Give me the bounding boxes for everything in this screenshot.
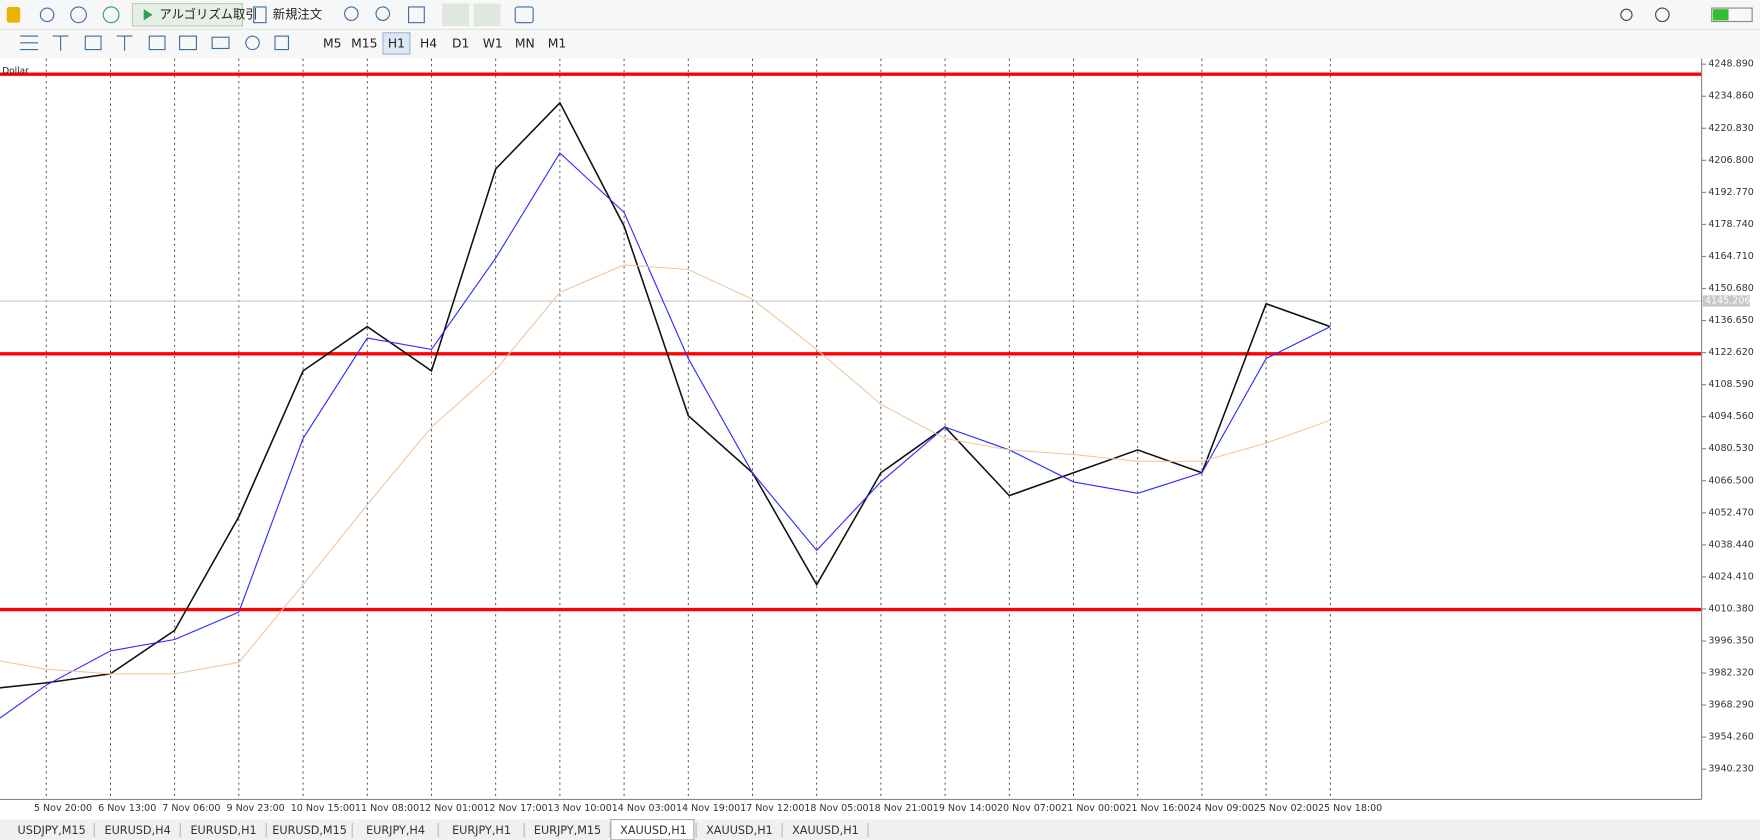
timeframe[interactable]: W1 [483,36,503,50]
zoom-in[interactable] [344,6,359,21]
tab[interactable]: EURUSD,H1 [190,824,256,837]
y-tick-label: 4024.410 [1708,571,1753,582]
icon[interactable] [70,6,87,24]
tab[interactable]: EURJPY,M15 [534,824,601,837]
x-tick-label: 18 Nov 05:00 [804,803,868,814]
y-tick-label: 4122.620 [1708,347,1753,358]
y-tick-label: 4192.770 [1708,187,1753,198]
y-tick-label: 4108.590 [1708,379,1753,390]
y-tick-label: 4178.740 [1708,219,1753,230]
current-price-box [1702,295,1750,307]
drawing-tools [20,35,290,51]
y-tick-label: 4234.860 [1708,91,1753,102]
y-tick-label: 4220.830 [1708,123,1753,134]
x-tick-label: 17 Nov 12:00 [740,803,804,814]
grid-toggle[interactable] [408,6,425,24]
timeframe[interactable]: H4 [420,36,437,50]
price-line [0,152,1331,719]
shift-toggle[interactable] [473,3,501,27]
x-tick-label: 6 Nov 13:00 [98,803,156,814]
timeframe[interactable]: D1 [452,36,469,50]
x-tick-label: 9 Nov 23:00 [227,803,285,814]
y-tick-label: 3982.320 [1708,668,1753,679]
current-price: 4145.206 [1705,296,1750,307]
icon[interactable] [39,7,55,23]
tab[interactable]: XAUUSD,H1 [706,824,773,837]
tab[interactable]: EURJPY,H4 [366,824,425,837]
tab[interactable]: XAUUSD,H1 [792,824,859,837]
y-tick-label: 4010.380 [1708,603,1753,614]
timeframe[interactable]: H1 [388,36,405,50]
search[interactable] [1620,8,1633,21]
x-tick-label: 18 Nov 21:00 [869,803,933,814]
timeframe[interactable]: M1 [548,36,566,50]
y-tick-label: 4136.650 [1708,315,1753,326]
x-tick-label: 13 Nov 10:00 [548,803,612,814]
y-tick-label: 3968.290 [1708,700,1753,711]
timeframe[interactable]: M15 [351,36,377,50]
algo-button[interactable] [131,3,244,27]
y-tick-label: 3940.230 [1708,764,1753,775]
y-tick-label: 4080.530 [1708,443,1753,454]
signal-level [1712,9,1729,21]
x-tick-label: 10 Nov 15:00 [291,803,355,814]
y-tick-label: 4094.560 [1708,411,1753,422]
y-tick-label: 4206.800 [1708,155,1753,166]
timeframe[interactable]: M5 [323,36,341,50]
tab[interactable]: EURUSD,M15 [272,824,347,837]
x-tick-label: 5 Nov 20:00 [34,803,92,814]
y-tick-label: 4164.710 [1708,251,1753,262]
y-tick-label: 4052.470 [1708,507,1753,518]
y-tick-label: 3954.260 [1708,732,1753,743]
scroll-toggle[interactable] [442,3,470,27]
plot-area [0,58,1702,800]
icon[interactable] [6,6,21,23]
tab[interactable]: EURUSD,H4 [105,824,171,837]
x-tick-label: 12 Nov 01:00 [419,803,483,814]
x-tick-label: 14 Nov 03:00 [612,803,676,814]
algo-trading[interactable]: アルゴリズム取引 [159,6,257,21]
icon[interactable] [102,6,120,24]
x-tick-label: 7 Nov 06:00 [162,803,220,814]
signal [1711,7,1753,23]
price-line [0,264,1331,675]
timeframe-active [382,32,411,55]
x-tick-label: 19 Nov 14:00 [933,803,997,814]
x-tick-label: 24 Nov 09:00 [1190,803,1254,814]
y-tick-label: 3996.350 [1708,635,1753,646]
x-tick-label: 12 Nov 17:00 [483,803,547,814]
tab[interactable]: USDJPY,M15 [18,824,86,837]
y-tick-label: 4066.500 [1708,475,1753,486]
timeframe[interactable]: MN [515,36,535,50]
symbol-label: Dollar [2,66,29,76]
screenshot[interactable] [514,6,534,24]
x-tick-label: 25 Nov 02:00 [1254,803,1318,814]
y-tick-label: 4150.680 [1708,283,1753,294]
new-order[interactable]: 新規注文 [273,6,322,21]
tab[interactable]: EURJPY,H1 [452,824,511,837]
tab-bar [0,819,1760,840]
price-line [0,101,1331,689]
x-tick-label: 21 Nov 16:00 [1125,803,1189,814]
x-tick-label: 20 Nov 07:00 [997,803,1061,814]
y-tick-label: 4038.440 [1708,539,1753,550]
tab[interactable]: XAUUSD,H1 [620,824,687,837]
x-tick-label: 25 Nov 18:00 [1318,803,1382,814]
x-tick-label: 21 Nov 00:00 [1061,803,1125,814]
zoom-out[interactable] [375,6,391,21]
x-tick-label: 11 Nov 08:00 [355,803,419,814]
y-tick-label: 4248.890 [1708,59,1753,70]
icon [143,9,153,21]
x-tick-label: 14 Nov 19:00 [676,803,740,814]
icon [253,6,267,24]
account[interactable] [1655,7,1670,23]
